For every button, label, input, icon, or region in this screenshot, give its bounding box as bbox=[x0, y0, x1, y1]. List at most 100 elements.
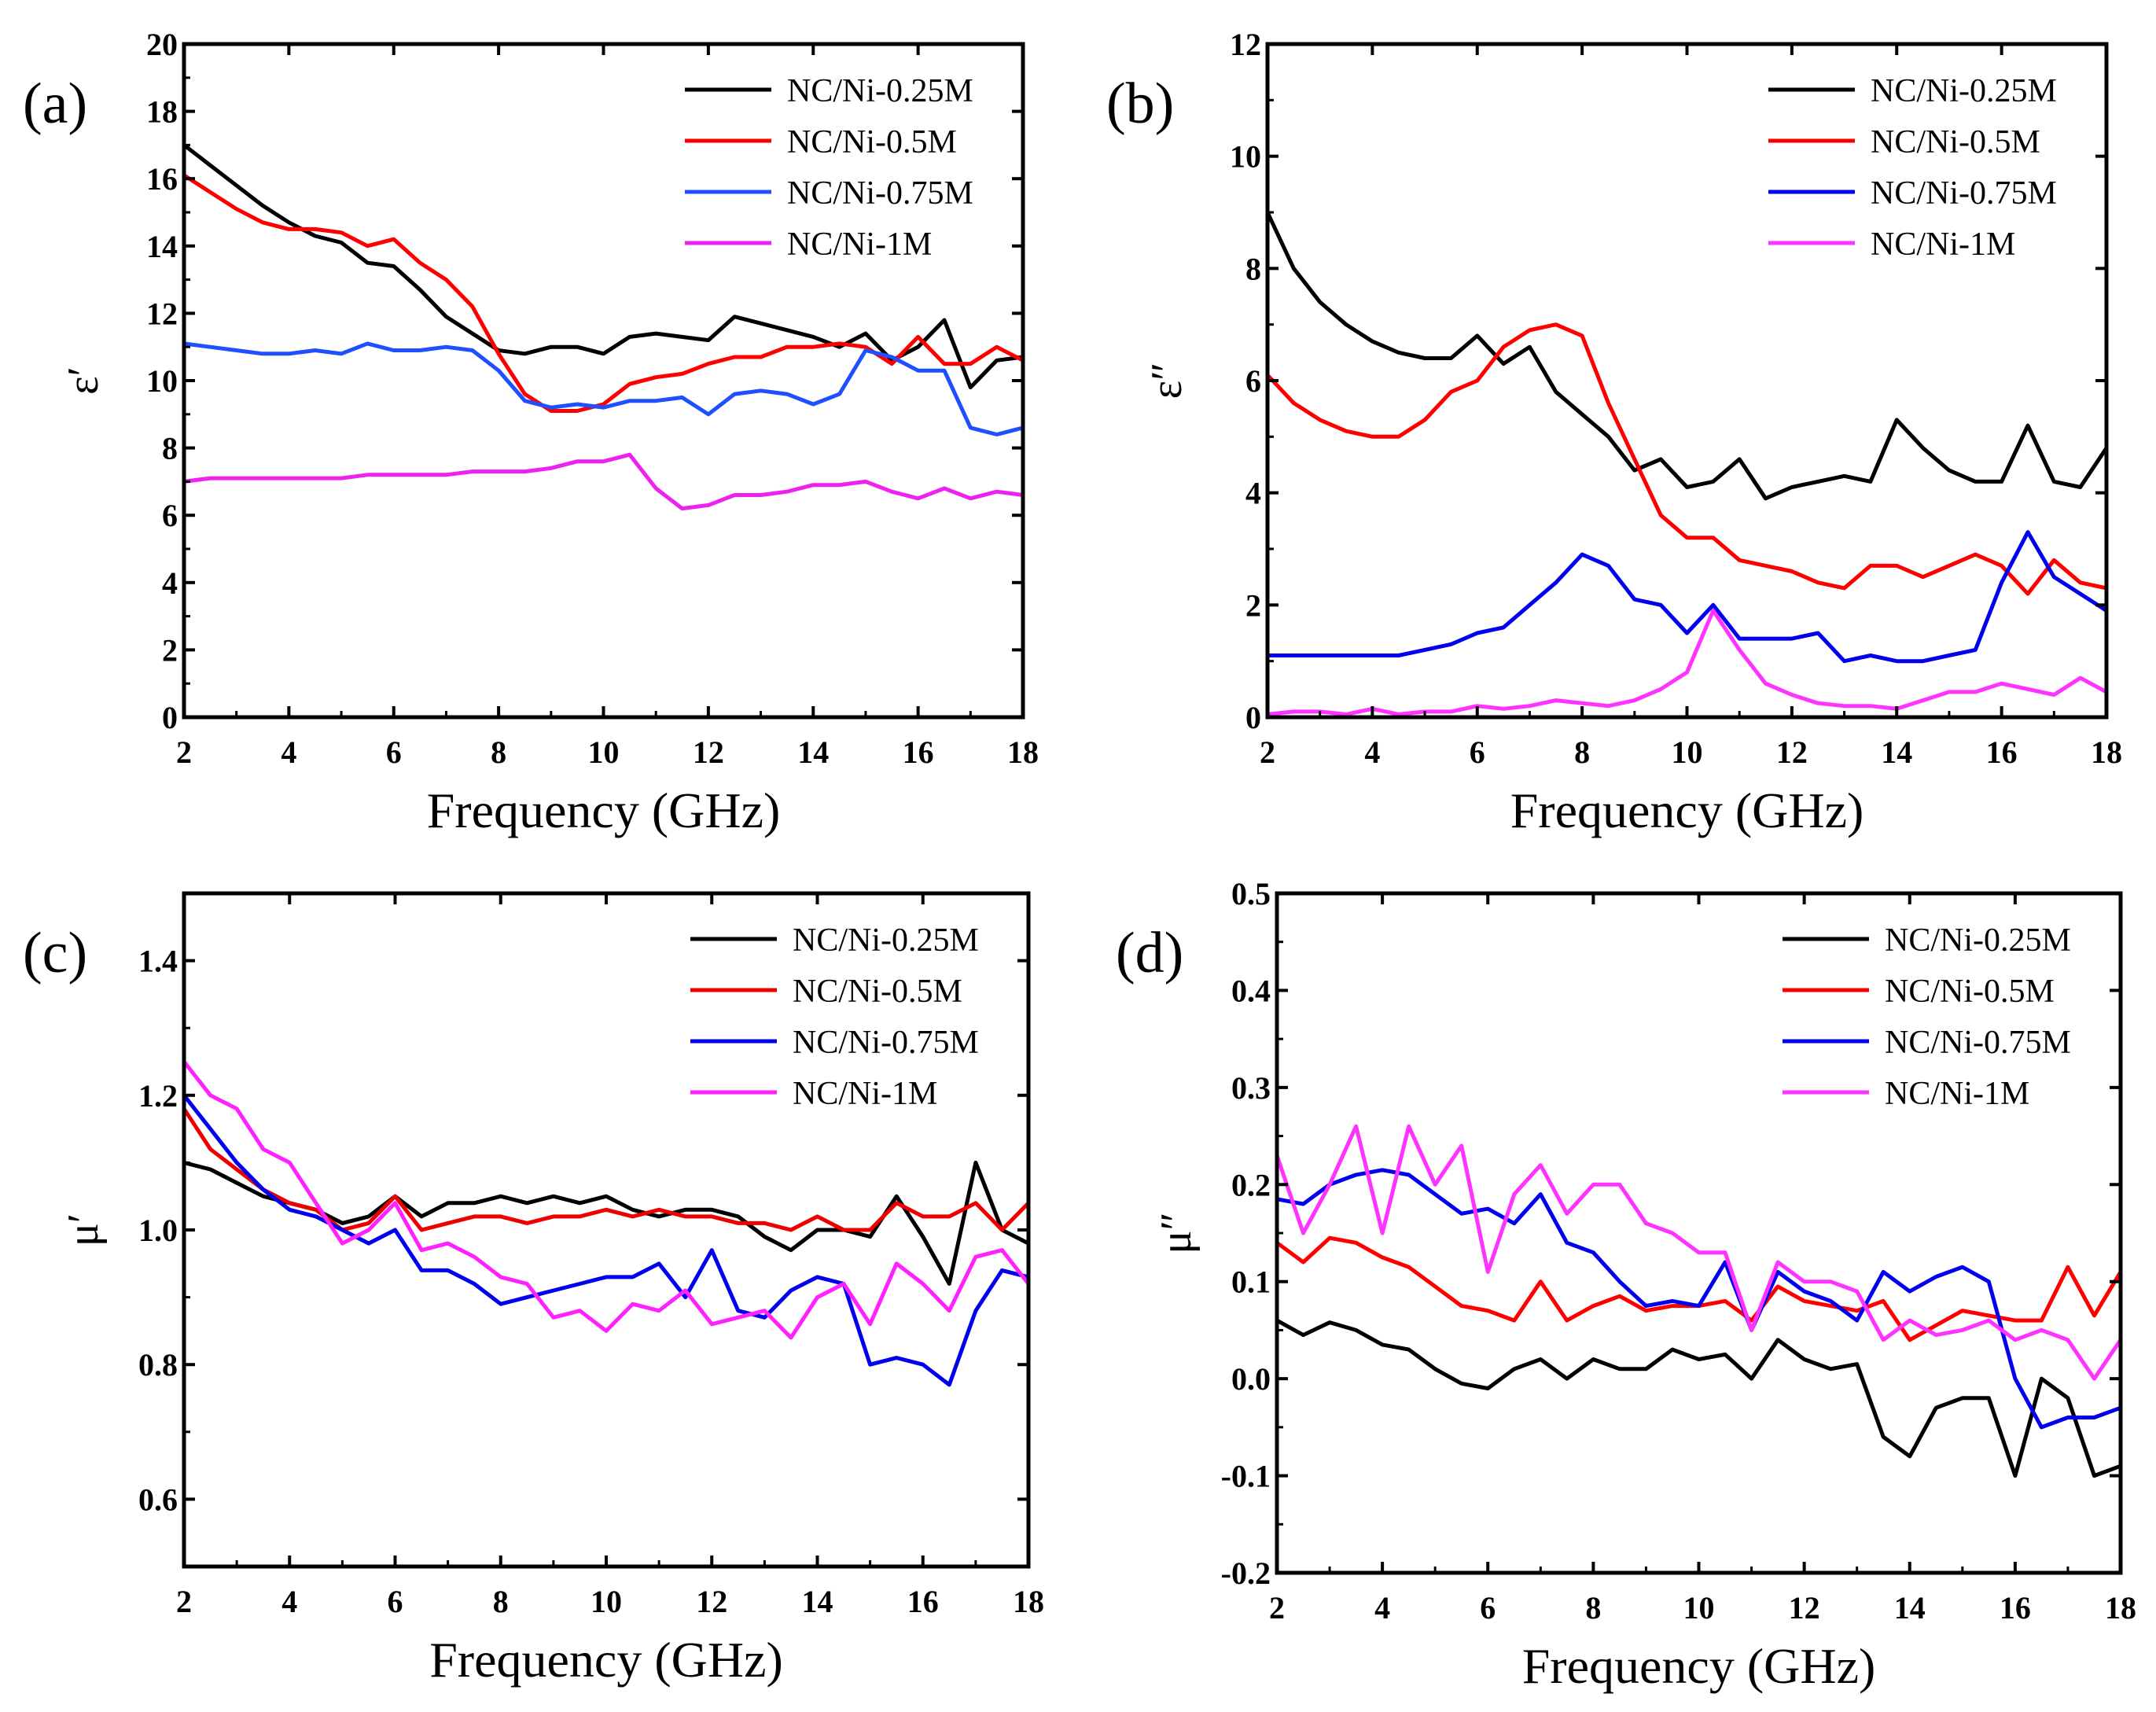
x-tick-label: 14 bbox=[1894, 1590, 1926, 1625]
x-axis-title: Frequency (GHz) bbox=[1510, 782, 1864, 838]
y-axis-title: ε″ bbox=[1142, 363, 1191, 399]
legend-label: NC/Ni-0.5M bbox=[1885, 974, 2055, 1010]
x-tick-label: 10 bbox=[588, 735, 620, 770]
series-line-NC/Ni-0.25M bbox=[1275, 1318, 2121, 1478]
panel-label: (b) bbox=[1106, 72, 1174, 136]
x-tick-label: 12 bbox=[693, 735, 724, 770]
y-tick-label: 0.1 bbox=[1231, 1265, 1271, 1300]
y-tick-label: 0.4 bbox=[1231, 973, 1271, 1008]
x-tick-label: 18 bbox=[2105, 1590, 2136, 1625]
x-tick-label: 2 bbox=[1269, 1590, 1285, 1625]
x-tick-label: 16 bbox=[1986, 735, 2018, 770]
series-line-NC/Ni-0.5M bbox=[1266, 322, 2107, 596]
legend-label: NC/Ni-0.5M bbox=[787, 124, 957, 160]
x-tick-label: 6 bbox=[388, 1584, 403, 1619]
x-tick-label: 4 bbox=[281, 735, 296, 770]
y-tick-label: 0.5 bbox=[1231, 876, 1271, 911]
x-tick-label: 4 bbox=[281, 1584, 297, 1619]
series-line-NC/Ni-0.25M bbox=[182, 143, 1024, 390]
x-tick-label: 18 bbox=[1013, 1584, 1044, 1619]
legend-label: NC/Ni-0.25M bbox=[787, 73, 973, 109]
chart-panel-c: 2 4 6 8 10 12 14 16 18 0.6 0.8 1.0 1.2 1.4 Frequency (… bbox=[23, 891, 1044, 1688]
x-axis-title: Frequency (GHz) bbox=[1522, 1638, 1876, 1694]
legend: NC/Ni-0.25M NC/Ni-0.5M NC/Ni-0.75M NC/Ni-1M bbox=[1783, 922, 2071, 1112]
legend-label: NC/Ni-0.25M bbox=[1885, 922, 2071, 959]
series-line-NC/Ni-1M bbox=[1267, 609, 2108, 716]
x-tick-label: 10 bbox=[1683, 1590, 1715, 1625]
series-line-NC/Ni-0.5M bbox=[182, 173, 1025, 413]
legend-label: NC/Ni-1M bbox=[1871, 226, 2015, 263]
x-tick-label: 14 bbox=[797, 735, 829, 770]
y-tick-label: -0.1 bbox=[1221, 1459, 1271, 1494]
x-tick-label: 16 bbox=[903, 735, 934, 770]
chart-panel-d: 2 4 6 8 10 12 14 16 18 -0.2 -0.1 0.0 0.1 0.2 0.3 0.4 0.5… bbox=[1116, 876, 2136, 1694]
y-tick-label: 1.2 bbox=[138, 1078, 178, 1114]
x-tick-label: 4 bbox=[1374, 1590, 1390, 1625]
y-tick-label: 4 bbox=[162, 565, 178, 601]
x-tick-label: 14 bbox=[802, 1584, 833, 1619]
x-tick-label: 12 bbox=[696, 1584, 727, 1619]
legend-label: NC/Ni-0.25M bbox=[793, 922, 979, 959]
x-tick-label: 18 bbox=[1007, 735, 1039, 770]
legend-label: NC/Ni-0.75M bbox=[787, 175, 973, 212]
legend-label: NC/Ni-0.5M bbox=[793, 974, 962, 1010]
x-tick-label: 16 bbox=[907, 1584, 939, 1619]
series-line-NC/Ni-1M bbox=[1275, 1124, 2123, 1381]
panel-label: (d) bbox=[1116, 921, 1183, 985]
x-tick-label: 18 bbox=[2091, 735, 2122, 770]
y-tick-label: 10 bbox=[1230, 139, 1261, 175]
x-tick-label: 16 bbox=[2000, 1590, 2031, 1625]
legend-label: NC/Ni-0.25M bbox=[1871, 73, 2057, 109]
y-tick-label: 0 bbox=[1245, 700, 1261, 735]
y-tick-label: 1.4 bbox=[138, 944, 178, 979]
y-tick-label: 16 bbox=[146, 161, 178, 197]
series-line-NC/Ni-0.5M bbox=[182, 1107, 1030, 1232]
y-tick-label: 2 bbox=[1245, 587, 1261, 623]
y-tick-label: 2 bbox=[162, 632, 178, 668]
y-tick-label: 6 bbox=[162, 498, 178, 533]
y-tick-label: 14 bbox=[146, 229, 178, 264]
y-tick-label: 8 bbox=[1245, 251, 1261, 286]
x-tick-label: 2 bbox=[1260, 735, 1275, 770]
y-axis-title: μ″ bbox=[1152, 1212, 1201, 1254]
legend: NC/Ni-0.25M NC/Ni-0.5M NC/Ni-0.75M NC/Ni-1M bbox=[690, 922, 979, 1112]
x-tick-label: 10 bbox=[1672, 735, 1703, 770]
series-line-NC/Ni-1M bbox=[182, 1060, 1030, 1340]
x-tick-label: 8 bbox=[1585, 1590, 1601, 1625]
y-tick-label: 0 bbox=[162, 700, 178, 735]
legend-label: NC/Ni-0.75M bbox=[1871, 175, 2057, 212]
x-tick-label: 12 bbox=[1776, 735, 1808, 770]
x-tick-label: 10 bbox=[591, 1584, 622, 1619]
y-tick-label: 1.0 bbox=[138, 1213, 178, 1248]
series-line-NC/Ni-0.75M bbox=[1267, 530, 2108, 664]
series-line-NC/Ni-0.75M bbox=[183, 341, 1024, 436]
series-line-NC/Ni-1M bbox=[183, 452, 1024, 511]
x-tick-label: 14 bbox=[1881, 735, 1912, 770]
legend-label: NC/Ni-0.75M bbox=[1885, 1025, 2071, 1061]
x-axis-title: Frequency (GHz) bbox=[427, 782, 781, 838]
x-tick-label: 8 bbox=[491, 735, 506, 770]
legend-label: NC/Ni-1M bbox=[793, 1076, 937, 1112]
y-tick-label: 0.3 bbox=[1231, 1070, 1271, 1106]
y-tick-label: 18 bbox=[146, 94, 178, 130]
x-tick-label: 4 bbox=[1364, 735, 1380, 770]
legend-label: NC/Ni-1M bbox=[787, 226, 932, 263]
legend: NC/Ni-0.25M NC/Ni-0.5M NC/Ni-0.75M NC/Ni-1M bbox=[685, 73, 973, 263]
chart-panel-a: 2 4 6 8 10 12 14 16 1802468101214161820Frequency… bbox=[23, 27, 1039, 838]
series-line-NC/Ni-0.25M bbox=[1265, 211, 2109, 501]
series-line-NC/Ni-0.75M bbox=[1276, 1168, 2121, 1430]
y-axis-title: μ′ bbox=[59, 1213, 108, 1246]
y-tick-label: 20 bbox=[146, 27, 178, 62]
x-tick-label: 6 bbox=[1480, 1590, 1496, 1625]
y-tick-label: 0.2 bbox=[1231, 1167, 1271, 1202]
legend-label: NC/Ni-1M bbox=[1885, 1076, 2029, 1112]
y-tick-label: 6 bbox=[1245, 363, 1261, 399]
y-tick-label: 12 bbox=[146, 296, 178, 331]
x-tick-label: 6 bbox=[1470, 735, 1485, 770]
y-tick-label: 10 bbox=[146, 363, 178, 399]
legend-label: NC/Ni-0.75M bbox=[793, 1025, 979, 1061]
y-tick-label: 0.6 bbox=[138, 1482, 178, 1517]
x-axis-title: Frequency (GHz) bbox=[429, 1632, 783, 1688]
